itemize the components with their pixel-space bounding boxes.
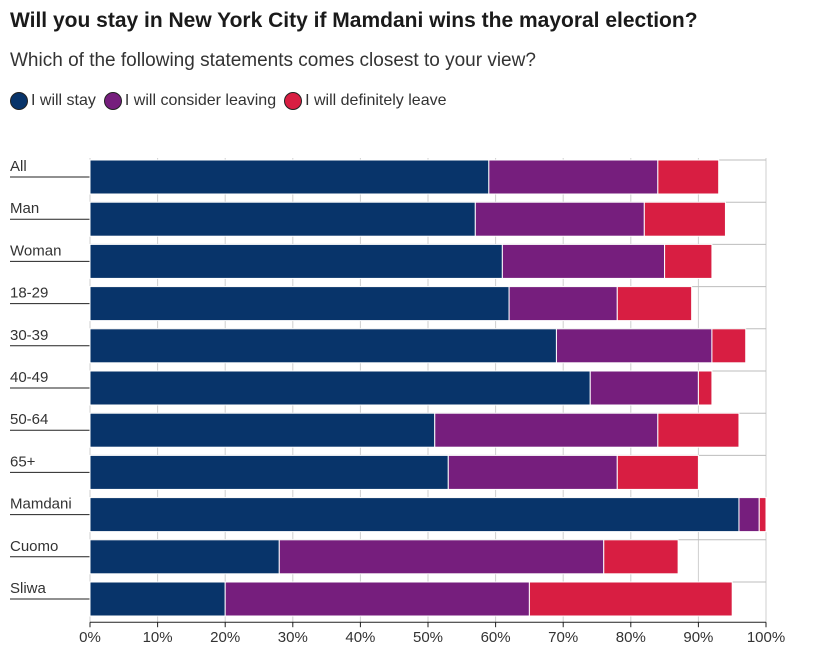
x-tick-label: 10% <box>143 629 173 646</box>
legend-label: I will consider leaving <box>124 92 277 109</box>
legend-swatch <box>284 92 303 110</box>
x-tick-label: 60% <box>481 629 511 646</box>
bar-segment <box>664 243 713 279</box>
bar-segment <box>643 201 726 237</box>
category-label: All <box>10 158 27 175</box>
category-label: 30-39 <box>10 327 48 344</box>
bar-segment <box>501 243 666 279</box>
x-tick-label: 20% <box>210 629 240 646</box>
category-label: Cuomo <box>10 538 58 555</box>
x-tick-label: 70% <box>548 629 578 646</box>
bar-segment <box>616 454 699 490</box>
chart-title: Will you stay in New York City if Mamdan… <box>10 9 698 32</box>
bar-segment <box>711 328 747 364</box>
legend-item-1: I will stay <box>10 92 96 110</box>
bar-segment <box>89 370 591 406</box>
x-tick-label: 50% <box>413 629 443 646</box>
bar-segment <box>89 581 226 617</box>
bar-segment <box>589 370 699 406</box>
bar-segment <box>89 497 740 533</box>
legend-swatch <box>103 92 122 110</box>
x-tick-label: 90% <box>683 629 713 646</box>
legend-item-2: I will consider leaving <box>103 92 277 110</box>
chart-subtitle: Which of the following statements comes … <box>10 50 536 71</box>
legend-label: I will definitely leave <box>305 92 447 109</box>
bar-segment <box>657 412 740 448</box>
x-tick-label: 30% <box>278 629 308 646</box>
bar-segment <box>89 539 280 575</box>
bar-segment <box>89 328 557 364</box>
bar-segment <box>528 581 733 617</box>
bar-segment <box>758 497 767 533</box>
bar-segment <box>474 201 645 237</box>
bar-segment <box>447 454 618 490</box>
bar-segment <box>89 201 476 237</box>
bar-segment <box>89 412 436 448</box>
category-label: 40-49 <box>10 369 48 386</box>
bar-segment <box>89 159 490 195</box>
category-label: Woman <box>10 242 61 259</box>
bar-segment <box>603 539 679 575</box>
bar-segment <box>738 497 760 533</box>
bar-segment <box>89 454 449 490</box>
legend-item-3: I will definitely leave <box>284 92 447 110</box>
bar-segment <box>278 539 605 575</box>
bar-segment <box>657 159 720 195</box>
category-label: Man <box>10 200 39 217</box>
bar-segment <box>89 286 510 322</box>
x-tick-label: 0% <box>79 629 101 646</box>
bar-segment <box>224 581 530 617</box>
category-label: Sliwa <box>10 580 47 597</box>
category-label: 65+ <box>10 453 36 470</box>
bar-segment <box>434 412 659 448</box>
bar-segment <box>616 286 693 322</box>
bar-segment <box>697 370 713 406</box>
legend-swatch <box>10 92 28 110</box>
x-tick-label: 80% <box>616 629 646 646</box>
chart-legend: I will stay I will consider leaving I will… <box>10 92 455 110</box>
x-tick-label: 40% <box>345 629 375 646</box>
bar-segment <box>488 159 659 195</box>
legend-label: I will stay <box>31 92 96 109</box>
category-label: 50-64 <box>10 411 48 428</box>
category-label: 18-29 <box>10 285 48 302</box>
bar-segment <box>89 243 503 279</box>
bar-segment <box>508 286 618 322</box>
category-label: Mamdani <box>10 496 72 513</box>
bar-segment <box>555 328 713 364</box>
x-tick-label: 100% <box>747 629 785 646</box>
